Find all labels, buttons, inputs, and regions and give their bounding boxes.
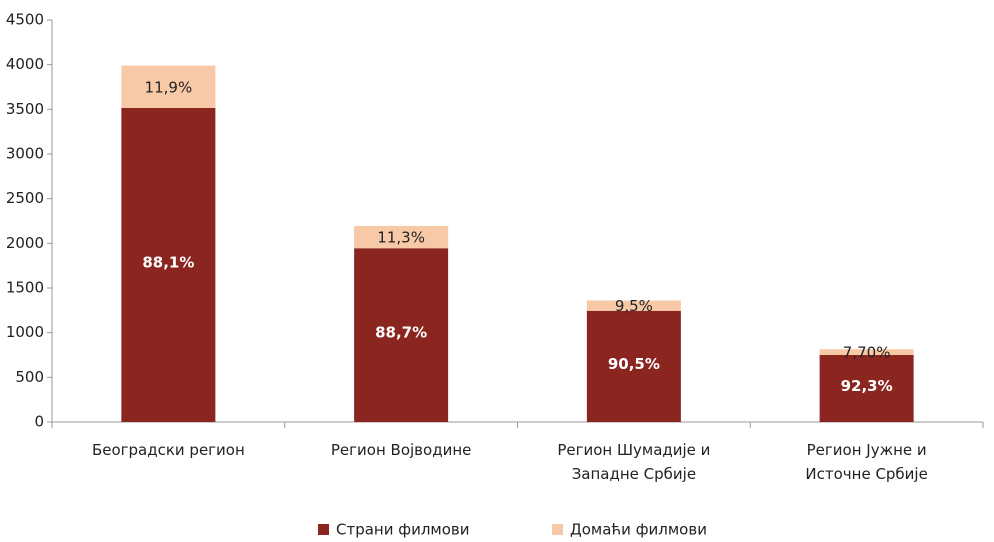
bar-segment — [819, 355, 914, 422]
legend-swatch — [318, 524, 329, 535]
y-tick-label: 500 — [15, 368, 44, 386]
legend-swatch — [552, 524, 563, 535]
bar-segment — [354, 225, 449, 249]
legend-label: Страни филмови — [336, 521, 470, 539]
y-tick-label: 3500 — [6, 100, 44, 118]
x-tick-label: Регион Војводине — [330, 441, 472, 459]
y-tick-label: 1500 — [6, 279, 44, 297]
y-tick-label: 2000 — [6, 234, 44, 252]
data-label: 11,9% — [145, 78, 193, 96]
bar-segment — [354, 248, 449, 422]
y-tick-label: 4500 — [6, 11, 44, 29]
bar-segment — [586, 310, 681, 422]
bar-segment — [121, 107, 216, 422]
data-label: 9,5% — [615, 297, 653, 315]
y-tick-label: 1000 — [6, 323, 44, 341]
data-label: 88,1% — [142, 253, 194, 271]
x-tick-label: Београдски регион — [91, 441, 245, 459]
bar-segment — [819, 349, 914, 355]
data-label: 90,5% — [608, 355, 660, 373]
bar-segment — [121, 65, 216, 108]
legend-label: Домаћи филмови — [570, 521, 707, 539]
x-tick-label: Регион Шумадије и Западне Србије — [557, 441, 711, 483]
data-label: 92,3% — [841, 377, 893, 395]
y-tick-label: 3000 — [6, 145, 44, 163]
y-tick-label: 2500 — [6, 189, 44, 207]
bar-segment — [586, 300, 681, 311]
data-label: 11,3% — [377, 229, 425, 247]
y-tick-label: 0 — [34, 413, 44, 431]
data-label: 7,70% — [843, 344, 891, 362]
x-tick-label: Регион Јужне и Источне Србије — [805, 441, 928, 483]
y-tick-label: 4000 — [6, 55, 44, 73]
data-label: 88,7% — [375, 324, 427, 342]
